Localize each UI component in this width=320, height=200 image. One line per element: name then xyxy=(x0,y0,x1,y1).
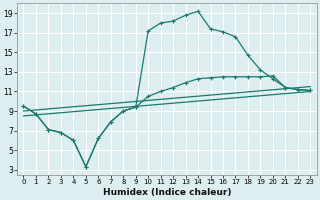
X-axis label: Humidex (Indice chaleur): Humidex (Indice chaleur) xyxy=(103,188,231,197)
